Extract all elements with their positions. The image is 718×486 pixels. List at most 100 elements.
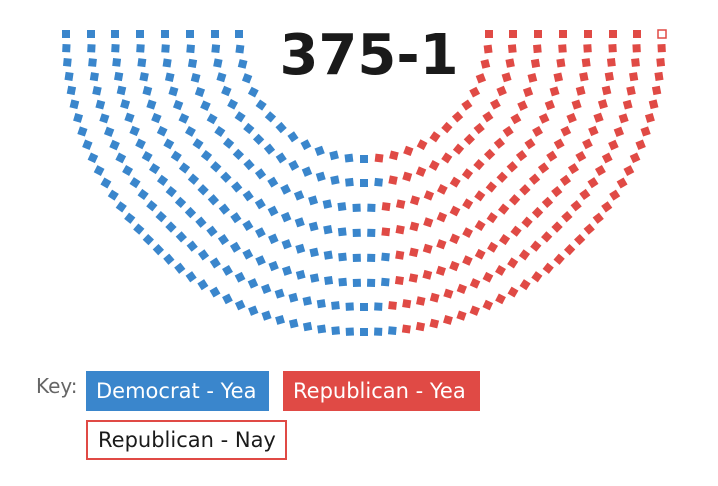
seat-democrat-yea <box>62 57 72 67</box>
seat-democrat-yea <box>387 326 397 336</box>
seat-republican-yea <box>409 221 420 232</box>
seat-republican-yea <box>551 221 563 233</box>
seat-democrat-yea <box>268 233 279 245</box>
parliament-seat-chart: 375-1 <box>62 23 667 336</box>
seat-republican-yea <box>608 43 617 53</box>
seat-democrat-yea <box>302 321 313 332</box>
seat-democrat-yea <box>315 171 326 182</box>
seat-democrat-yea <box>331 301 340 310</box>
seat-republican-yea <box>496 85 507 97</box>
seat-democrat-yea <box>330 175 340 185</box>
seat-democrat-yea <box>241 73 253 84</box>
seat-republican-yea <box>528 173 541 185</box>
seat-democrat-yea <box>230 212 242 224</box>
seat-republican-yea <box>415 321 426 332</box>
seat-republican-yea <box>541 231 553 243</box>
seat-democrat-yea <box>235 44 245 54</box>
seat-republican-yea <box>416 296 426 306</box>
seat-democrat-yea <box>234 271 246 283</box>
seat-republican-yea <box>530 240 542 252</box>
seat-democrat-yea <box>142 85 153 96</box>
seat-republican-yea <box>474 220 486 232</box>
seat-republican-yea <box>505 58 515 68</box>
seat-democrat-yea <box>187 173 200 185</box>
seat-democrat-yea <box>288 318 299 329</box>
seat-republican-yea <box>587 177 599 189</box>
seat-democrat-yea <box>255 99 267 111</box>
seat-republican-yea <box>436 239 447 250</box>
seat-republican-yea <box>403 145 414 157</box>
seat-republican-yea <box>461 168 474 180</box>
seat-republican-yea <box>574 233 586 246</box>
seat-republican-yea <box>575 85 586 96</box>
seat-republican-yea <box>583 223 595 235</box>
seat-democrat-yea <box>214 125 226 137</box>
seat-democrat-yea <box>308 195 319 206</box>
seat-republican-yea <box>452 143 465 155</box>
seat-democrat-yea <box>135 138 146 150</box>
seat-republican-yea <box>429 131 441 143</box>
seat-democrat-yea <box>360 179 368 187</box>
seat-republican-yea <box>506 161 518 173</box>
seat-republican-yea <box>473 122 485 135</box>
seat-republican-yea <box>486 212 498 224</box>
seat-republican-yea <box>537 162 550 174</box>
seat-democrat-yea <box>352 228 361 238</box>
seat-republican-yea <box>401 324 411 334</box>
seat-republican-yea <box>629 72 639 82</box>
seat-democrat-yea <box>136 44 145 53</box>
seat-democrat-yea <box>309 247 319 258</box>
seat-republican-yea <box>644 112 655 123</box>
seat-democrat-yea <box>69 99 80 110</box>
seat-democrat-yea <box>112 57 122 67</box>
seat-republican-yea <box>556 58 566 68</box>
seat-republican-yea <box>409 195 420 206</box>
seat-republican-yea <box>530 58 541 69</box>
seat-democrat-yea <box>381 252 390 262</box>
seat-democrat-yea <box>268 260 279 272</box>
seat-democrat-yea <box>218 203 230 215</box>
seat-group <box>62 29 667 336</box>
seat-republican-yea <box>601 152 613 164</box>
seat-democrat-yea <box>337 202 347 212</box>
seat-republican-yea <box>480 59 491 69</box>
seat-democrat-yea <box>374 177 383 187</box>
seat-democrat-yea <box>209 286 221 298</box>
seat-democrat-yea <box>194 86 206 98</box>
seat-republican-yea <box>558 44 567 53</box>
seat-democrat-yea <box>137 58 147 68</box>
seat-democrat-yea <box>146 99 157 110</box>
seat-democrat-yea <box>252 133 265 146</box>
seat-democrat-yea <box>89 72 99 82</box>
seat-democrat-yea <box>73 112 84 123</box>
seat-democrat-yea <box>242 220 254 232</box>
seat-republican-yea <box>522 86 534 98</box>
seat-democrat-yea <box>200 100 211 111</box>
seat-republican-yea <box>651 85 662 96</box>
seat-republican-yea <box>498 233 511 246</box>
seat-democrat-yea <box>99 113 110 124</box>
key-republican-nay: Republican - Nay <box>86 420 287 460</box>
seat-republican-yea <box>544 99 556 111</box>
seat-republican-yea <box>507 286 519 298</box>
seat-democrat-yea <box>242 248 254 260</box>
seat-democrat-yea <box>360 328 368 336</box>
seat-democrat-yea <box>115 201 127 213</box>
seat-democrat-yea <box>380 277 390 287</box>
seat-republican-yea <box>415 166 427 177</box>
seat-democrat-yea <box>103 126 115 137</box>
seat-republican-yea <box>441 152 453 164</box>
seat-republican-yea <box>538 113 550 124</box>
seat-republican-yea <box>527 72 538 83</box>
seat-republican-yea <box>623 165 635 176</box>
seat-democrat-yea <box>161 30 169 38</box>
seat-republican-yea <box>521 216 533 228</box>
seat-republican-yea <box>456 310 467 321</box>
seat-democrat-yea <box>302 296 312 306</box>
seat-democrat-yea <box>254 227 266 238</box>
seat-republican-yea <box>542 262 554 274</box>
seat-democrat-yea <box>237 59 248 69</box>
seat-republican-yea <box>469 305 480 316</box>
seat-republican-yea <box>423 190 435 201</box>
seat-democrat-yea <box>197 249 210 261</box>
